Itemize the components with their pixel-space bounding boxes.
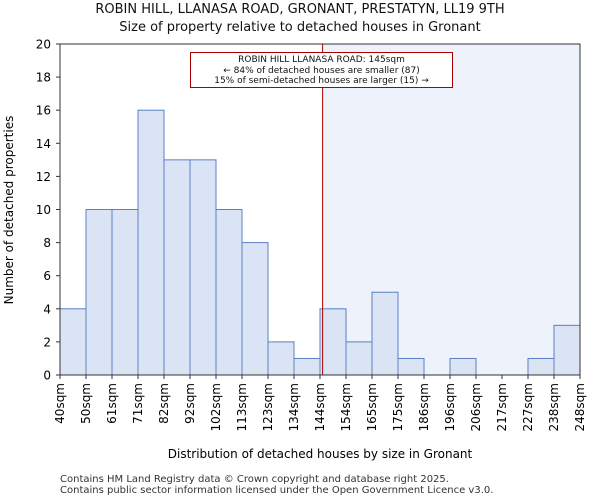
x-tick-label: 186sqm	[417, 383, 431, 431]
x-tick-label: 123sqm	[261, 383, 275, 431]
histogram-bar	[553, 324, 581, 376]
chart-title-line2: Size of property relative to detached ho…	[119, 20, 481, 35]
x-tick-label: 248sqm	[573, 383, 587, 431]
histogram-bar	[163, 159, 191, 376]
x-tick-label: 206sqm	[469, 383, 483, 431]
annotation-line3: 15% of semi-detached houses are larger (…	[214, 76, 429, 86]
x-tick-label: 196sqm	[443, 383, 457, 431]
histogram-bar	[85, 209, 113, 376]
y-tick-label: 20	[36, 38, 51, 52]
x-tick-label: 134sqm	[287, 383, 301, 431]
x-tick-label: 217sqm	[495, 383, 509, 431]
histogram-bar	[215, 209, 243, 376]
y-tick-label: 12	[36, 170, 51, 184]
histogram-bar	[267, 341, 295, 376]
footer-line2: Contains public sector information licen…	[60, 485, 494, 496]
histogram-bar	[319, 308, 347, 376]
y-tick-label: 2	[43, 335, 51, 349]
histogram-bar	[527, 357, 555, 376]
histogram-chart: 0 2 4 6 8 10 12 14 16 18 20 40sqm 50sqm 61sqm 71sqm 82…	[2, 38, 587, 462]
x-tick-label: 113sqm	[235, 383, 249, 431]
x-tick-label: 71sqm	[131, 383, 145, 424]
x-tick-label: 238sqm	[547, 383, 561, 431]
x-tick-label: 154sqm	[339, 383, 353, 431]
y-tick-label: 14	[36, 137, 51, 151]
chart-title-line1: ROBIN HILL, LLANASA ROAD, GRONANT, PREST…	[95, 2, 505, 17]
histogram-bar	[111, 209, 139, 376]
histogram-bar	[59, 308, 87, 376]
footer-line1: Contains HM Land Registry data © Crown c…	[60, 474, 449, 485]
y-tick-label: 16	[36, 104, 51, 118]
y-axis-label: Number of detached properties	[2, 116, 16, 305]
x-tick-label: 92sqm	[183, 383, 197, 424]
x-tick-label: 82sqm	[157, 383, 171, 424]
annotation-box: ROBIN HILL LLANASA ROAD: 145sqm ← 84% of…	[190, 52, 453, 88]
x-tick-label: 227sqm	[521, 383, 535, 431]
histogram-bar	[241, 242, 269, 376]
histogram-bar	[137, 109, 165, 376]
y-tick-label: 8	[43, 236, 51, 250]
y-tick-label: 6	[43, 269, 51, 283]
x-tick-label: 50sqm	[79, 383, 93, 424]
x-tick-label: 175sqm	[391, 383, 405, 431]
x-tick-label: 40sqm	[53, 383, 67, 424]
y-tick-label: 0	[43, 369, 51, 383]
x-tick-label: 102sqm	[209, 383, 223, 431]
annotation-line1: ROBIN HILL LLANASA ROAD: 145sqm	[238, 55, 405, 65]
x-tick-label: 61sqm	[105, 383, 119, 424]
x-axis-label: Distribution of detached houses by size …	[168, 447, 473, 461]
y-tick-label: 4	[43, 302, 51, 316]
histogram-bar	[345, 341, 373, 376]
histogram-bar	[371, 291, 399, 376]
histogram-bar	[397, 357, 425, 376]
y-tick-label: 18	[36, 71, 51, 85]
y-tick-label: 10	[36, 203, 51, 217]
x-tick-label: 165sqm	[365, 383, 379, 431]
histogram-bar	[189, 159, 217, 376]
histogram-bar	[293, 357, 321, 376]
histogram-bar	[449, 357, 477, 376]
x-tick-label: 144sqm	[313, 383, 327, 431]
annotation-line2: ← 84% of detached houses are smaller (87…	[223, 65, 420, 76]
highlight-region	[322, 44, 580, 375]
